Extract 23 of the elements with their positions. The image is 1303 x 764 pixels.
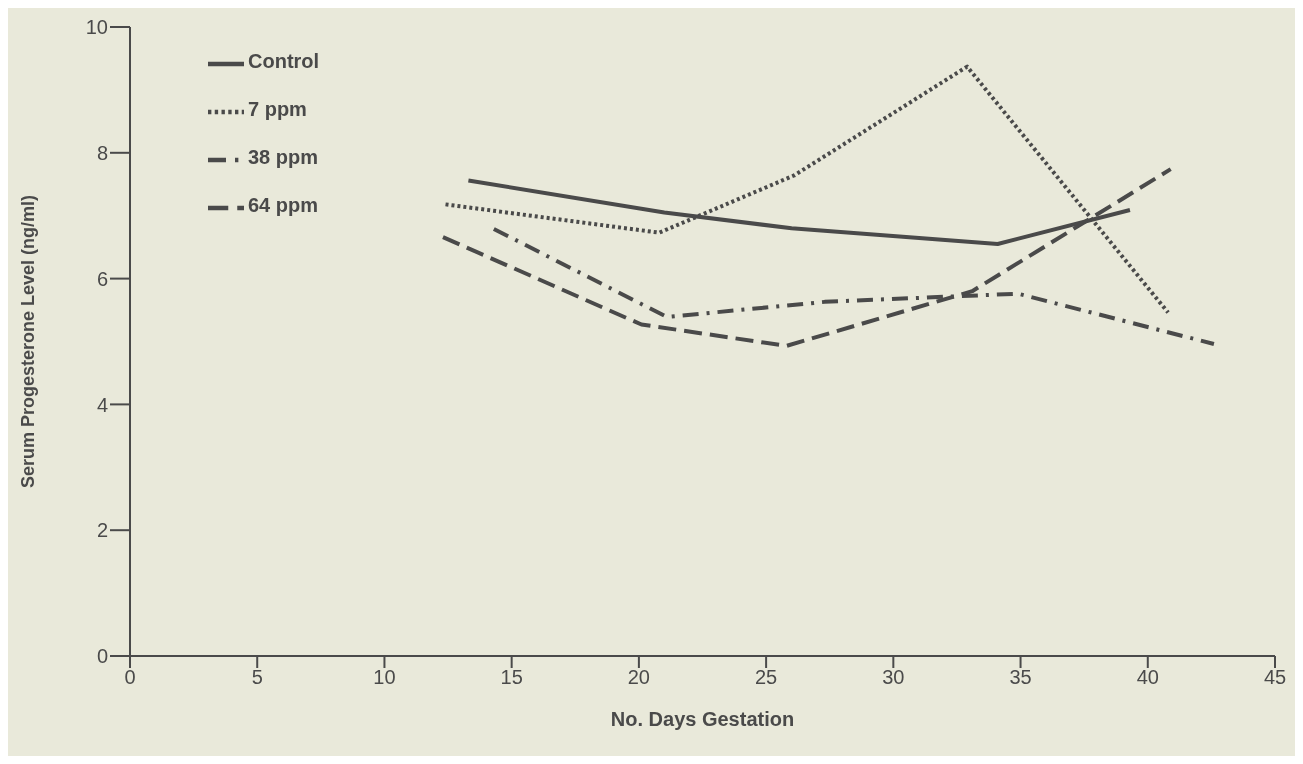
y-tick-label: 10 <box>85 16 108 39</box>
legend-label: Control <box>248 50 320 72</box>
legend-label: 7 ppm <box>248 98 307 120</box>
y-tick-label: 0 <box>96 645 108 668</box>
x-tick-label: 35 <box>1009 666 1032 689</box>
legend-label: 38 ppm <box>248 146 319 168</box>
y-tick-label: 6 <box>96 267 108 290</box>
line-series <box>466 178 1132 247</box>
x-tick-label: 25 <box>754 666 778 689</box>
x-tick-label: 40 <box>1136 666 1159 689</box>
y-tick-label: 2 <box>96 519 108 542</box>
y-tick-label: 4 <box>96 393 108 416</box>
x-tick-label: 15 <box>500 666 523 689</box>
x-tick-label: 10 <box>373 666 396 689</box>
y-tick-label: 8 <box>96 141 108 164</box>
x-axis-title: No. Days Gestation <box>610 708 795 730</box>
legend-label: 64 ppm <box>248 194 319 216</box>
x-tick-label: 5 <box>251 666 263 689</box>
x-tick-label: 20 <box>627 666 651 689</box>
y-axis-title: Serum Progesterone Level (ng/ml) <box>18 194 39 489</box>
x-tick-label: 45 <box>1263 666 1287 689</box>
x-tick-label: 30 <box>882 666 905 689</box>
x-tick-label: 0 <box>124 666 136 689</box>
